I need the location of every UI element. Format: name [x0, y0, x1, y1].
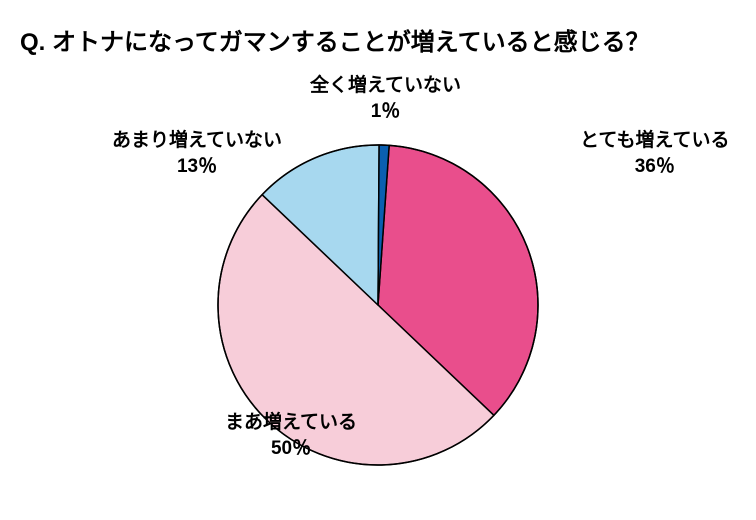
slice-label-mattaku: 全く増えていない1％ [310, 73, 461, 124]
slice-label-text: まあ増えている [225, 410, 357, 436]
slice-label-amari: あまり増えていない13％ [112, 128, 282, 179]
slice-label-percent: 13％ [112, 154, 282, 180]
page-title: Q. オトナになってガマンすることが増えていると感じる？ [20, 22, 650, 57]
slice-label-text: 全く増えていない [310, 73, 461, 99]
slice-label-text: あまり増えていない [112, 128, 282, 154]
slice-label-maa: まあ増えている50％ [225, 410, 357, 461]
slice-label-totemo: とても増えている36％ [580, 128, 730, 179]
slice-label-percent: 1％ [310, 99, 461, 125]
slice-label-percent: 36％ [580, 154, 730, 180]
pie-chart-container: とても増えている36％ まあ増えている50％ あまり増えていない13％ 全く増えていな… [0, 70, 756, 515]
slice-label-percent: 50％ [225, 436, 357, 462]
slice-label-text: とても増えている [580, 128, 730, 154]
